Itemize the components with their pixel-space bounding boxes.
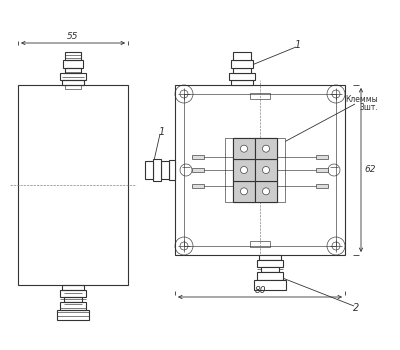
Bar [231, 80, 253, 85]
Circle shape [262, 145, 270, 152]
Bar [233, 52, 251, 60]
Text: 2: 2 [353, 303, 359, 313]
Bar [257, 260, 283, 267]
Text: 1: 1 [159, 127, 165, 137]
Text: 1: 1 [295, 40, 301, 50]
Bar [161, 161, 169, 179]
Text: 3шт.: 3шт. [359, 103, 378, 112]
Bar [65, 85, 81, 89]
Bar [62, 80, 84, 85]
Bar [18, 85, 128, 285]
Bar [254, 280, 286, 290]
Bar [259, 255, 281, 260]
Bar [255, 181, 277, 202]
Bar [257, 272, 283, 280]
Bar [233, 181, 255, 202]
Bar [60, 302, 86, 310]
Bar [233, 159, 255, 181]
Bar [233, 138, 277, 202]
Bar [184, 94, 336, 246]
Circle shape [240, 188, 248, 195]
Bar [250, 93, 270, 99]
Bar [233, 68, 251, 73]
Bar [231, 60, 253, 68]
Bar [316, 155, 328, 159]
Bar [153, 159, 161, 181]
Bar [175, 85, 345, 255]
Bar [316, 184, 328, 188]
Bar [169, 160, 175, 180]
Bar [64, 297, 82, 302]
Bar [192, 168, 204, 172]
Bar [255, 138, 277, 159]
Bar [250, 241, 270, 247]
Circle shape [240, 167, 248, 174]
Circle shape [240, 145, 248, 152]
Bar [229, 73, 255, 80]
Bar [225, 138, 285, 202]
Text: 80: 80 [254, 286, 266, 295]
Bar [65, 68, 81, 73]
Text: Клеммы: Клеммы [345, 94, 378, 104]
Text: 62: 62 [364, 166, 376, 175]
Bar [261, 267, 279, 272]
Bar [233, 138, 255, 159]
Text: 55: 55 [67, 32, 79, 41]
Circle shape [262, 167, 270, 174]
Circle shape [262, 188, 270, 195]
Bar [192, 155, 204, 159]
Bar [65, 52, 81, 60]
Bar [63, 60, 83, 68]
Bar [145, 161, 153, 179]
Bar [255, 159, 277, 181]
Bar [192, 184, 204, 188]
Bar [57, 310, 89, 320]
Bar [62, 285, 84, 290]
Bar [60, 290, 86, 297]
Bar [60, 73, 86, 80]
Bar [316, 168, 328, 172]
